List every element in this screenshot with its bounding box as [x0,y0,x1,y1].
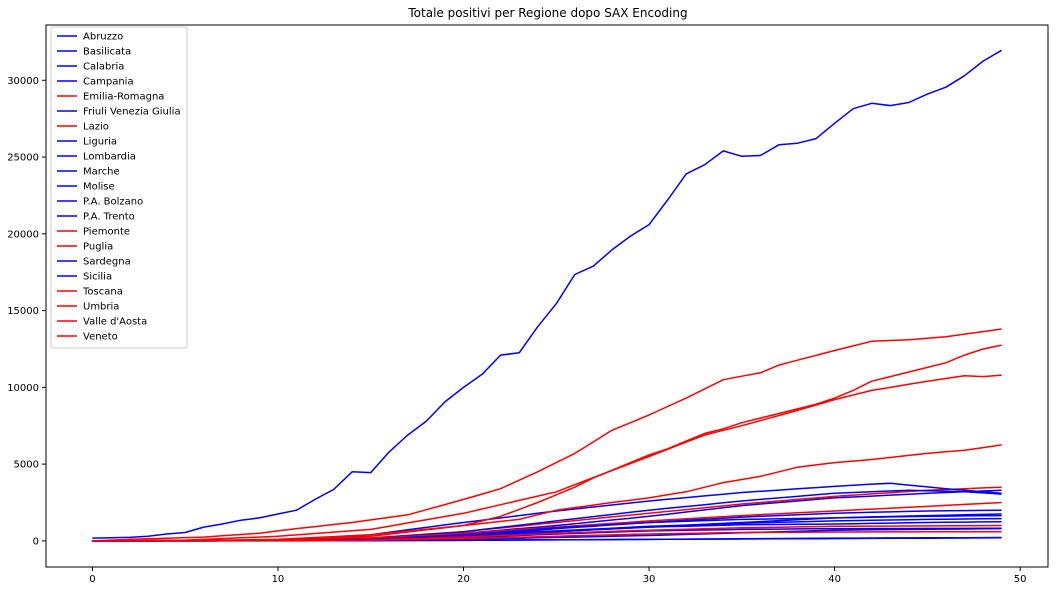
legend-item-liguria: Liguria [57,137,117,148]
x-tick-label: 10 [272,574,285,585]
x-tick-label: 20 [457,574,470,585]
y-tick-label: 25000 [7,153,39,164]
legend-item-friuli-venezia-giulia: Friuli Venezia Giulia [57,107,181,118]
legend-item-campania: Campania [57,77,134,88]
x-tick-label: 40 [828,574,841,585]
series-line-veneto [92,328,1002,542]
legend-label: Abruzzo [83,32,123,43]
legend-item-sardegna: Sardegna [57,257,131,268]
legend-label: Lombardia [83,152,136,163]
legend-item-veneto: Veneto [57,332,118,343]
legend-item-valle-d-aosta: Valle d'Aosta [57,317,147,328]
legend-item-basilicata: Basilicata [57,47,131,58]
legend-label: Piemonte [83,227,130,238]
legend-item-umbria: Umbria [57,302,119,313]
legend-label: Valle d'Aosta [83,317,147,328]
legend-label: Veneto [83,332,118,343]
legend-item-calabria: Calabria [57,62,124,73]
legend-label: Calabria [83,62,124,73]
legend-item-lazio: Lazio [57,122,109,133]
series-line-lombardia [92,49,1002,539]
legend-label: Marche [83,167,120,178]
plot-frame [45,24,1049,568]
legend-box [50,26,188,349]
legend-label: Sicilia [83,272,112,283]
y-tick-label: 0 [33,536,39,547]
legend-label: Molise [83,182,115,193]
y-tick-label: 15000 [7,306,39,317]
x-tick-label: 0 [89,574,95,585]
y-tick-label: 5000 [14,460,39,471]
y-tick-label: 30000 [7,76,39,87]
legend-label: Campania [83,77,134,88]
y-tick-label: 20000 [7,229,39,240]
series-layer [92,49,1002,542]
legend-label: P.A. Bolzano [83,197,143,208]
legend-label: Basilicata [83,47,131,58]
legend-item-molise: Molise [57,182,115,193]
legend-label: Sardegna [83,257,131,268]
legend-item-piemonte: Piemonte [57,227,130,238]
series-line-emilia-romagna [92,374,1002,542]
x-tick-label: 50 [1014,574,1027,585]
legend-label: Puglia [83,242,113,253]
legend: Abruzzo Basilicata Calabria Campania Emilia-… [50,26,188,349]
legend-item-p-a-trento: P.A. Trento [57,212,135,223]
legend-item-p-a-bolzano: P.A. Bolzano [57,197,143,208]
legend-label: Lazio [83,122,109,133]
legend-item-marche: Marche [57,167,120,178]
legend-label: Emilia-Romagna [83,92,164,103]
legend-item-abruzzo: Abruzzo [57,32,123,43]
legend-item-puglia: Puglia [57,242,113,253]
x-tick-label: 30 [643,574,656,585]
legend-item-sicilia: Sicilia [57,272,112,283]
legend-label: Friuli Venezia Giulia [83,107,181,118]
legend-item-lombardia: Lombardia [57,152,136,163]
axes-layer: 0 10 20 30 40 50 0 5000 10000 15000 20000 25000 3000… [7,24,1049,585]
legend-label: Umbria [83,302,119,313]
legend-item-emilia-romagna: Emilia-Romagna [57,92,164,103]
legend-item-toscana: Toscana [57,287,123,298]
legend-label: Liguria [83,137,117,148]
y-tick-label: 10000 [7,383,39,394]
chart-title: Totale positivi per Regione dopo SAX Enc… [407,6,687,20]
legend-label: P.A. Trento [83,212,135,223]
legend-label: Toscana [82,287,123,298]
series-line-valle-d-aosta [92,530,1002,542]
